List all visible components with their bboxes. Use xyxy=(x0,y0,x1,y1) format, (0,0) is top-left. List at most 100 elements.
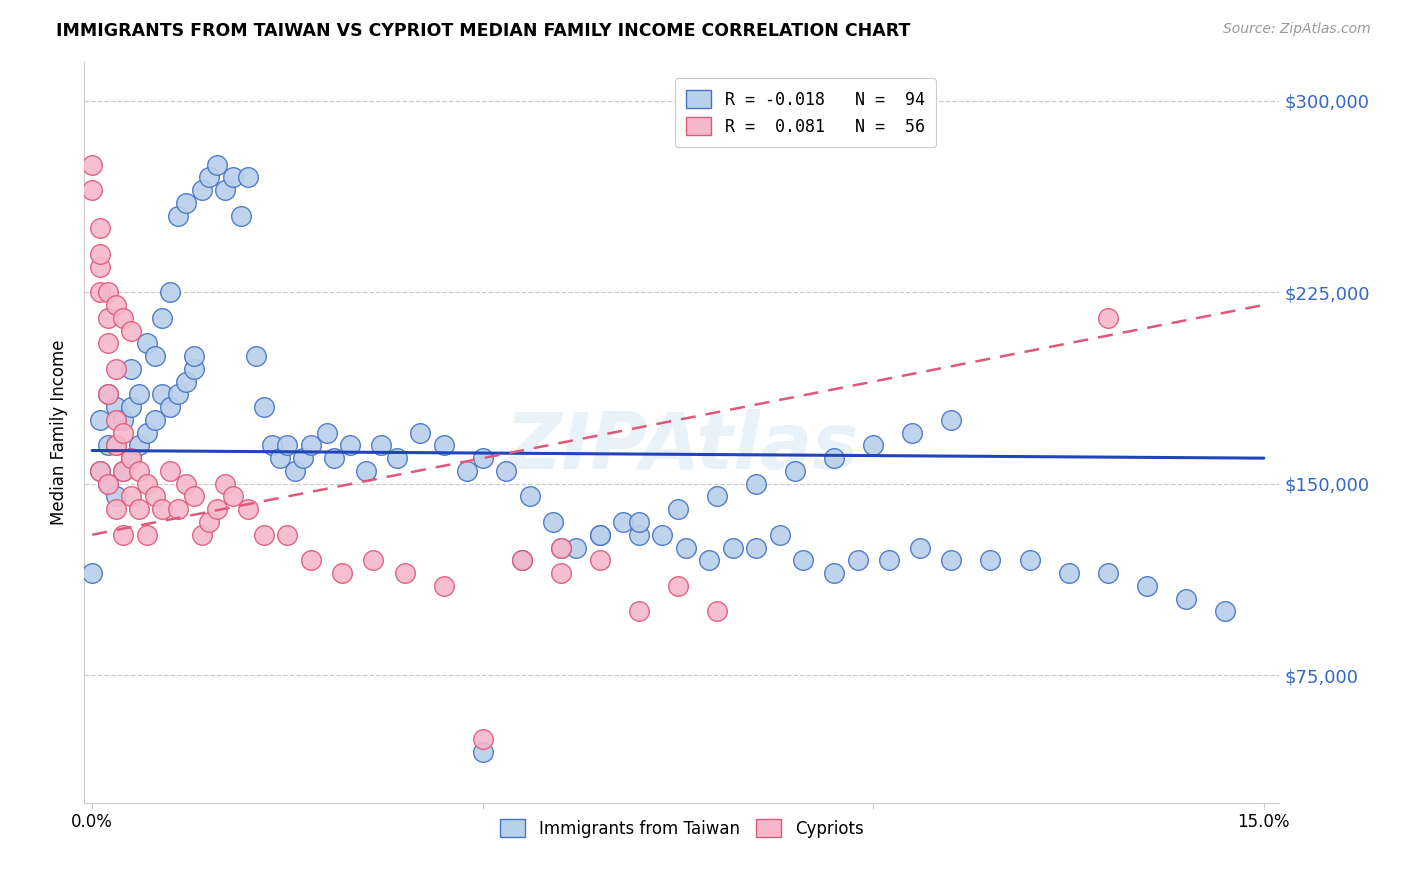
Point xyxy=(190,183,212,197)
Point xyxy=(1213,604,1236,618)
Point xyxy=(1136,579,1159,593)
Point xyxy=(159,464,181,478)
Point xyxy=(89,260,111,274)
Point xyxy=(104,490,127,504)
Point xyxy=(276,527,298,541)
Point xyxy=(768,527,790,541)
Point xyxy=(339,438,361,452)
Point xyxy=(97,476,120,491)
Point xyxy=(823,566,845,580)
Point xyxy=(135,336,157,351)
Point xyxy=(174,195,197,210)
Point xyxy=(120,451,142,466)
Point xyxy=(120,361,142,376)
Legend: Immigrants from Taiwan, Cypriots: Immigrants from Taiwan, Cypriots xyxy=(492,811,872,847)
Point xyxy=(198,515,221,529)
Point xyxy=(135,527,157,541)
Point xyxy=(89,413,111,427)
Point xyxy=(370,438,392,452)
Point xyxy=(205,502,228,516)
Point xyxy=(159,400,181,414)
Point xyxy=(190,527,212,541)
Point xyxy=(135,425,157,440)
Point xyxy=(299,553,322,567)
Point xyxy=(260,438,283,452)
Point xyxy=(627,515,650,529)
Point xyxy=(785,464,807,478)
Point xyxy=(456,464,478,478)
Point xyxy=(745,541,768,555)
Point xyxy=(97,476,120,491)
Point xyxy=(167,502,190,516)
Point xyxy=(120,490,142,504)
Text: ZIPAtlas: ZIPAtlas xyxy=(505,409,859,485)
Point xyxy=(941,413,963,427)
Point xyxy=(159,285,181,300)
Point xyxy=(229,209,252,223)
Point xyxy=(120,451,142,466)
Point xyxy=(104,361,127,376)
Point xyxy=(323,451,346,466)
Point xyxy=(245,349,267,363)
Point xyxy=(89,464,111,478)
Point xyxy=(745,476,768,491)
Point xyxy=(627,604,650,618)
Point xyxy=(104,413,127,427)
Point xyxy=(104,438,127,452)
Point xyxy=(97,387,120,401)
Point xyxy=(89,285,111,300)
Point xyxy=(706,490,728,504)
Point xyxy=(877,553,900,567)
Point xyxy=(135,476,157,491)
Point xyxy=(128,464,150,478)
Text: IMMIGRANTS FROM TAIWAN VS CYPRIOT MEDIAN FAMILY INCOME CORRELATION CHART: IMMIGRANTS FROM TAIWAN VS CYPRIOT MEDIAN… xyxy=(56,22,911,40)
Text: Source: ZipAtlas.com: Source: ZipAtlas.com xyxy=(1223,22,1371,37)
Point xyxy=(128,387,150,401)
Point xyxy=(143,490,166,504)
Point xyxy=(89,464,111,478)
Point xyxy=(214,476,236,491)
Point xyxy=(666,502,689,516)
Point xyxy=(471,745,494,759)
Point xyxy=(299,438,322,452)
Point xyxy=(112,527,135,541)
Point xyxy=(269,451,291,466)
Point xyxy=(222,490,245,504)
Point xyxy=(128,502,150,516)
Point xyxy=(385,451,408,466)
Point xyxy=(941,553,963,567)
Point xyxy=(471,451,494,466)
Point xyxy=(152,387,174,401)
Point xyxy=(433,579,456,593)
Point xyxy=(174,375,197,389)
Point xyxy=(167,387,190,401)
Point xyxy=(510,553,533,567)
Point xyxy=(433,438,456,452)
Point xyxy=(675,541,697,555)
Point xyxy=(89,247,111,261)
Point xyxy=(205,157,228,171)
Point xyxy=(495,464,517,478)
Point xyxy=(612,515,634,529)
Point xyxy=(253,527,276,541)
Point xyxy=(666,579,689,593)
Point xyxy=(363,553,385,567)
Point xyxy=(152,310,174,325)
Point xyxy=(82,157,104,171)
Point xyxy=(284,464,307,478)
Point xyxy=(183,490,205,504)
Point xyxy=(112,464,135,478)
Point xyxy=(82,566,104,580)
Point xyxy=(120,324,142,338)
Point xyxy=(1097,566,1119,580)
Point xyxy=(541,515,564,529)
Point xyxy=(104,438,127,452)
Point xyxy=(409,425,432,440)
Point xyxy=(550,541,572,555)
Point xyxy=(198,170,221,185)
Point xyxy=(589,527,612,541)
Point xyxy=(104,502,127,516)
Point xyxy=(550,541,572,555)
Point xyxy=(128,438,150,452)
Point xyxy=(112,310,135,325)
